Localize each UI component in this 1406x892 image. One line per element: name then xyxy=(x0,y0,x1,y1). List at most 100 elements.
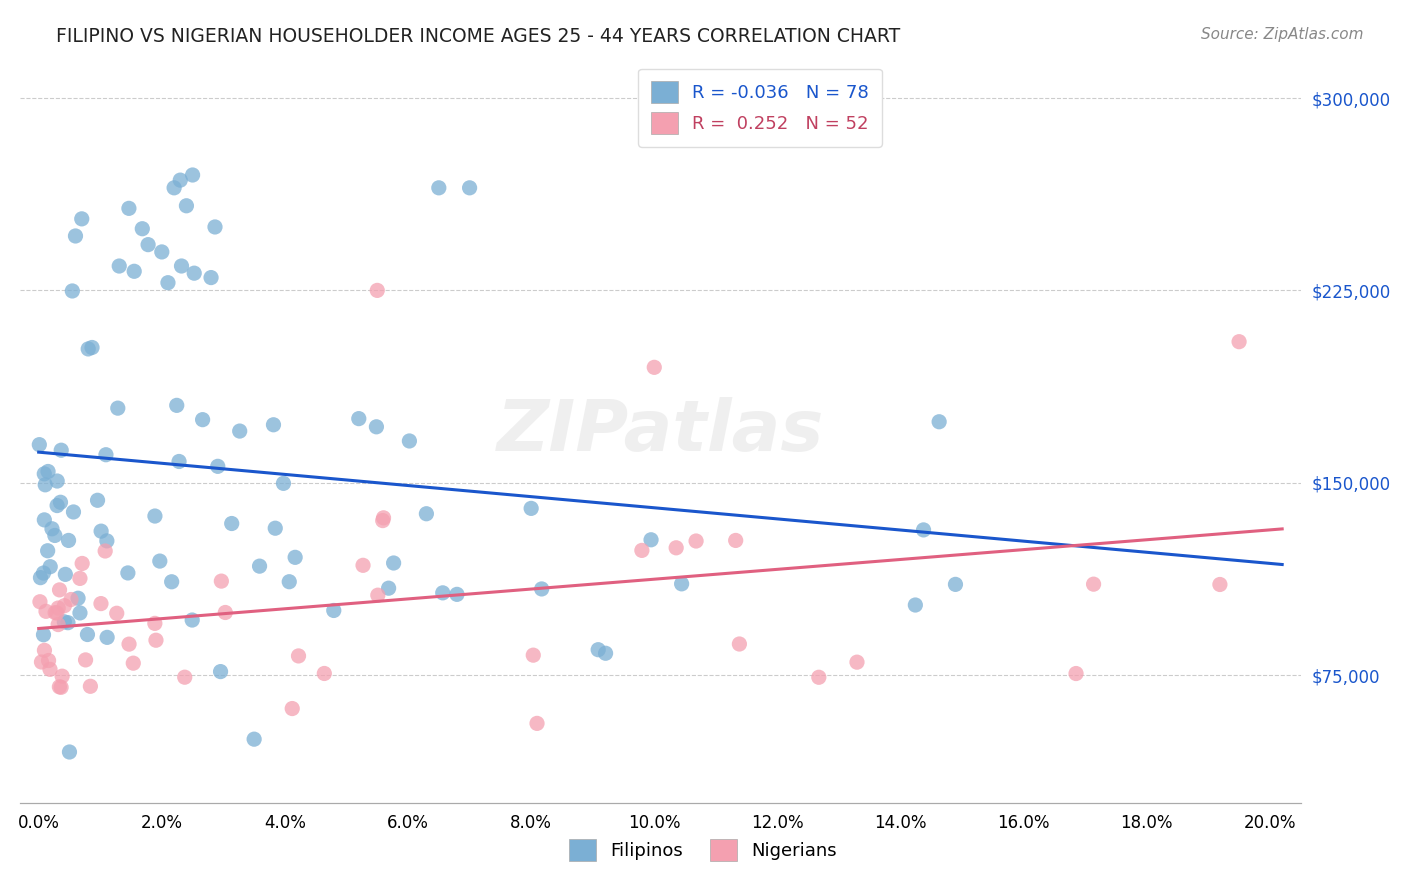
Point xyxy=(640,533,662,547)
Point xyxy=(912,523,935,537)
Point xyxy=(446,587,468,601)
Point xyxy=(48,582,70,597)
Point xyxy=(1227,334,1250,349)
Point xyxy=(60,284,83,298)
Point xyxy=(347,411,370,425)
Point xyxy=(34,643,56,657)
Point xyxy=(58,533,80,548)
Point xyxy=(322,603,344,617)
Point xyxy=(48,680,70,694)
Point xyxy=(145,633,167,648)
Point xyxy=(49,495,72,509)
Point xyxy=(846,655,869,669)
Point xyxy=(382,556,405,570)
Point xyxy=(181,613,204,627)
Point xyxy=(53,599,76,613)
Point xyxy=(263,417,285,432)
Point xyxy=(90,597,112,611)
Point xyxy=(427,181,450,195)
Point xyxy=(398,434,420,448)
Point xyxy=(38,653,60,667)
Point xyxy=(373,511,395,525)
Point xyxy=(352,558,374,573)
Point xyxy=(209,665,232,679)
Point xyxy=(76,627,98,641)
Point xyxy=(586,642,609,657)
Point xyxy=(377,581,399,595)
Point xyxy=(105,607,128,621)
Point xyxy=(520,501,543,516)
Point xyxy=(167,454,190,468)
Point xyxy=(75,653,97,667)
Point xyxy=(728,637,751,651)
Point xyxy=(80,341,103,355)
Point xyxy=(30,655,52,669)
Point xyxy=(724,533,747,548)
Point xyxy=(166,398,188,412)
Point xyxy=(53,615,76,629)
Point xyxy=(160,574,183,589)
Point xyxy=(51,669,73,683)
Point xyxy=(371,514,394,528)
Point xyxy=(118,637,141,651)
Point xyxy=(46,499,69,513)
Point xyxy=(287,648,309,663)
Point xyxy=(928,415,950,429)
Point xyxy=(32,628,55,642)
Point xyxy=(96,533,118,548)
Point xyxy=(90,524,112,538)
Point xyxy=(176,199,198,213)
Point xyxy=(209,574,232,588)
Point xyxy=(173,670,195,684)
Point xyxy=(228,424,250,438)
Point xyxy=(108,259,131,273)
Point xyxy=(56,615,79,630)
Point xyxy=(522,648,544,662)
Point xyxy=(415,507,437,521)
Point xyxy=(249,559,271,574)
Point xyxy=(122,656,145,670)
Point xyxy=(156,276,179,290)
Point xyxy=(58,745,80,759)
Point xyxy=(904,598,927,612)
Point xyxy=(32,566,55,580)
Point xyxy=(70,211,93,226)
Point xyxy=(79,679,101,693)
Point xyxy=(37,543,59,558)
Point xyxy=(46,617,69,632)
Point xyxy=(181,168,204,182)
Text: FILIPINO VS NIGERIAN HOUSEHOLDER INCOME AGES 25 - 44 YEARS CORRELATION CHART: FILIPINO VS NIGERIAN HOUSEHOLDER INCOME … xyxy=(56,27,900,45)
Point xyxy=(107,401,129,416)
Point xyxy=(41,522,63,536)
Point xyxy=(367,588,389,602)
Point xyxy=(59,592,82,607)
Point xyxy=(86,493,108,508)
Point xyxy=(807,670,830,684)
Point xyxy=(94,448,117,462)
Point xyxy=(149,554,172,568)
Point xyxy=(143,616,166,631)
Point xyxy=(284,550,307,565)
Point xyxy=(44,606,66,620)
Point xyxy=(631,543,654,558)
Point xyxy=(67,591,90,606)
Point xyxy=(70,557,93,571)
Point xyxy=(118,202,141,216)
Point xyxy=(136,237,159,252)
Point xyxy=(96,631,118,645)
Point xyxy=(1064,666,1087,681)
Point xyxy=(1083,577,1105,591)
Point xyxy=(122,264,145,278)
Point xyxy=(39,559,62,574)
Point xyxy=(214,606,236,620)
Point xyxy=(34,513,56,527)
Point xyxy=(200,270,222,285)
Point xyxy=(150,244,173,259)
Point xyxy=(366,419,388,434)
Point xyxy=(30,571,52,585)
Point xyxy=(39,662,62,676)
Point xyxy=(281,701,304,715)
Point xyxy=(1209,577,1232,591)
Point xyxy=(366,284,388,298)
Point xyxy=(131,221,153,235)
